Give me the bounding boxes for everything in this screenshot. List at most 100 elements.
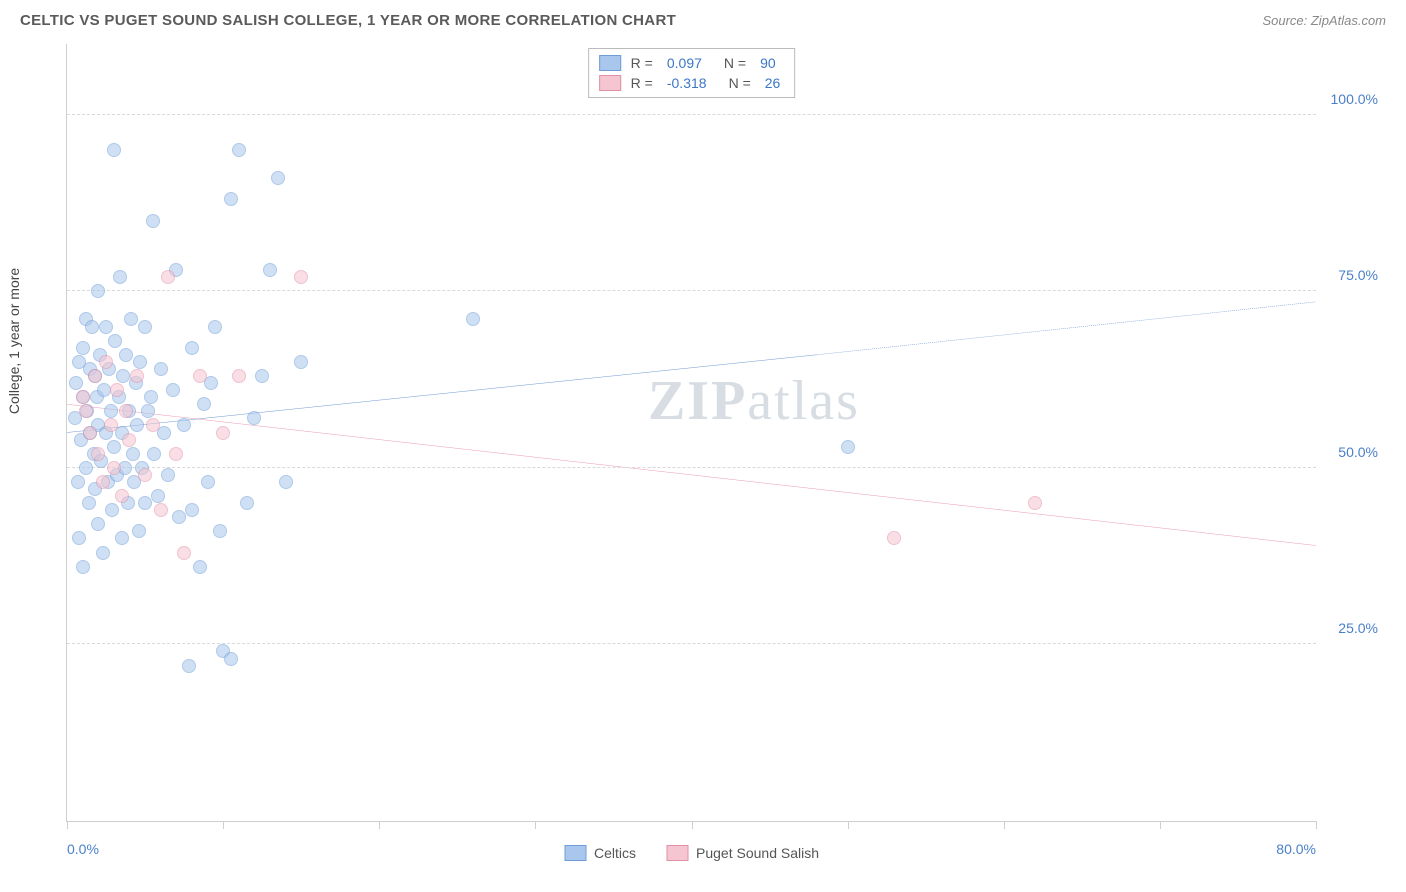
legend-stat-row: R =-0.318N =26 [599,73,785,93]
data-point [76,560,90,574]
r-value: -0.318 [663,75,711,91]
data-point [161,468,175,482]
data-point [841,440,855,454]
data-point [185,503,199,517]
legend-item: Celtics [564,845,636,861]
data-point [193,369,207,383]
data-point [166,383,180,397]
data-point [96,546,110,560]
data-point [216,426,230,440]
data-point [99,320,113,334]
data-point [108,334,122,348]
data-point [79,404,93,418]
n-value: 90 [756,55,780,71]
data-point [91,447,105,461]
data-point [91,517,105,531]
r-label: R = [631,55,653,71]
legend-swatch [599,75,621,91]
r-value: 0.097 [663,55,706,71]
y-axis-label: College, 1 year or more [6,268,22,414]
data-point [193,560,207,574]
legend-label: Puget Sound Salish [696,845,819,861]
x-tick [1316,821,1317,829]
data-point [85,320,99,334]
y-tick-label: 50.0% [1338,444,1378,460]
data-point [154,503,168,517]
y-tick-label: 75.0% [1338,267,1378,283]
n-value: 26 [761,75,785,91]
x-tick [692,821,693,829]
legend-label: Celtics [594,845,636,861]
legend-stats: R =0.097N =90R =-0.318N =26 [588,48,796,98]
data-point [122,433,136,447]
data-point [1028,496,1042,510]
data-point [161,270,175,284]
legend-series: Celtics Puget Sound Salish [564,845,819,861]
data-point [177,546,191,560]
data-point [99,355,113,369]
data-point [96,475,110,489]
data-point [138,468,152,482]
data-point [76,341,90,355]
chart-container: College, 1 year or more ZIPatlas R =0.09… [20,44,1386,872]
y-tick-label: 100.0% [1331,91,1378,107]
data-point [146,418,160,432]
data-point [83,426,97,440]
data-point [185,341,199,355]
data-point [124,312,138,326]
plot-area: ZIPatlas R =0.097N =90R =-0.318N =26 Cel… [66,44,1316,822]
data-point [130,418,144,432]
data-point [154,362,168,376]
legend-stat-row: R = 0.097 N = 90 [599,53,785,73]
data-point [119,404,133,418]
data-point [107,440,121,454]
data-point [79,461,93,475]
data-point [247,411,261,425]
data-point [177,418,191,432]
r-label: R = [631,75,653,91]
data-point [130,369,144,383]
data-point [279,475,293,489]
data-point [107,143,121,157]
data-point [104,404,118,418]
watermark: ZIPatlas [648,369,860,433]
x-tick [1160,821,1161,829]
trend-line [67,404,1316,545]
data-point [169,447,183,461]
data-point [144,390,158,404]
gridline [67,467,1316,468]
data-point [232,143,246,157]
data-point [887,531,901,545]
x-tick [848,821,849,829]
data-point [69,376,83,390]
legend-item: Puget Sound Salish [666,845,819,861]
data-point [104,418,118,432]
legend-swatch [564,845,586,861]
data-point [201,475,215,489]
data-point [88,369,102,383]
data-point [151,489,165,503]
data-point [72,531,86,545]
n-label: N = [724,55,746,71]
y-tick-label: 25.0% [1338,620,1378,636]
data-point [263,263,277,277]
data-point [133,355,147,369]
data-point [110,383,124,397]
data-point [113,270,127,284]
chart-title: CELTIC VS PUGET SOUND SALISH COLLEGE, 1 … [20,12,676,29]
gridline [67,114,1316,115]
data-point [107,461,121,475]
gridline [67,290,1316,291]
data-point [76,390,90,404]
data-point [182,659,196,673]
data-point [115,489,129,503]
x-tick [223,821,224,829]
data-point [197,397,211,411]
x-tick [379,821,380,829]
x-tick [67,821,68,829]
data-point [232,369,246,383]
x-tick [1004,821,1005,829]
x-tick-label: 0.0% [67,841,99,857]
data-point [294,355,308,369]
data-point [271,171,285,185]
